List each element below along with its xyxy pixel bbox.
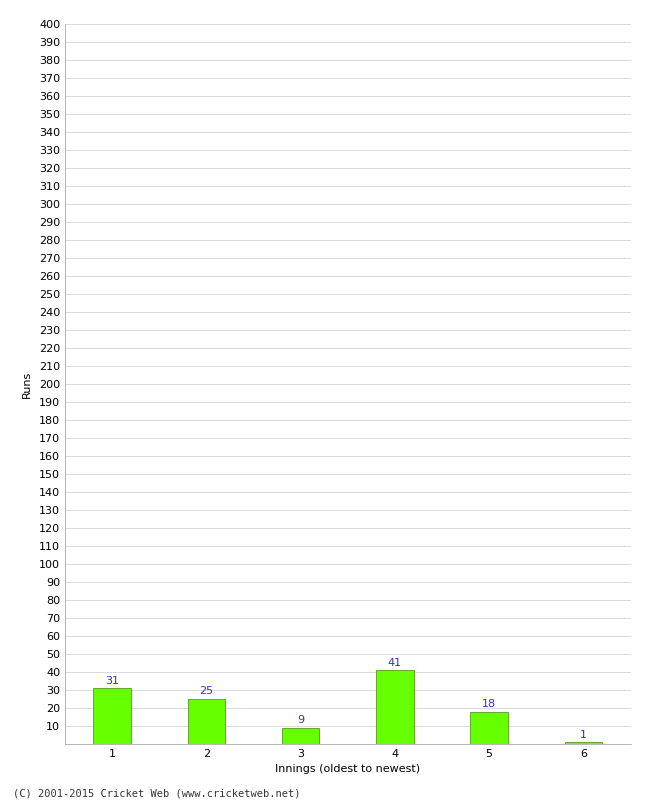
Y-axis label: Runs: Runs	[22, 370, 32, 398]
Text: 18: 18	[482, 699, 496, 709]
Text: 25: 25	[200, 686, 213, 696]
Text: 9: 9	[297, 715, 304, 725]
Text: 1: 1	[580, 730, 587, 739]
Bar	[281, 728, 319, 744]
Text: 31: 31	[105, 675, 119, 686]
Text: (C) 2001-2015 Cricket Web (www.cricketweb.net): (C) 2001-2015 Cricket Web (www.cricketwe…	[13, 789, 300, 798]
Bar	[564, 742, 602, 744]
Bar	[470, 712, 508, 744]
Bar	[376, 670, 413, 744]
Bar	[188, 699, 226, 744]
Text: 41: 41	[388, 658, 402, 667]
Bar	[94, 688, 131, 744]
X-axis label: Innings (oldest to newest): Innings (oldest to newest)	[275, 765, 421, 774]
